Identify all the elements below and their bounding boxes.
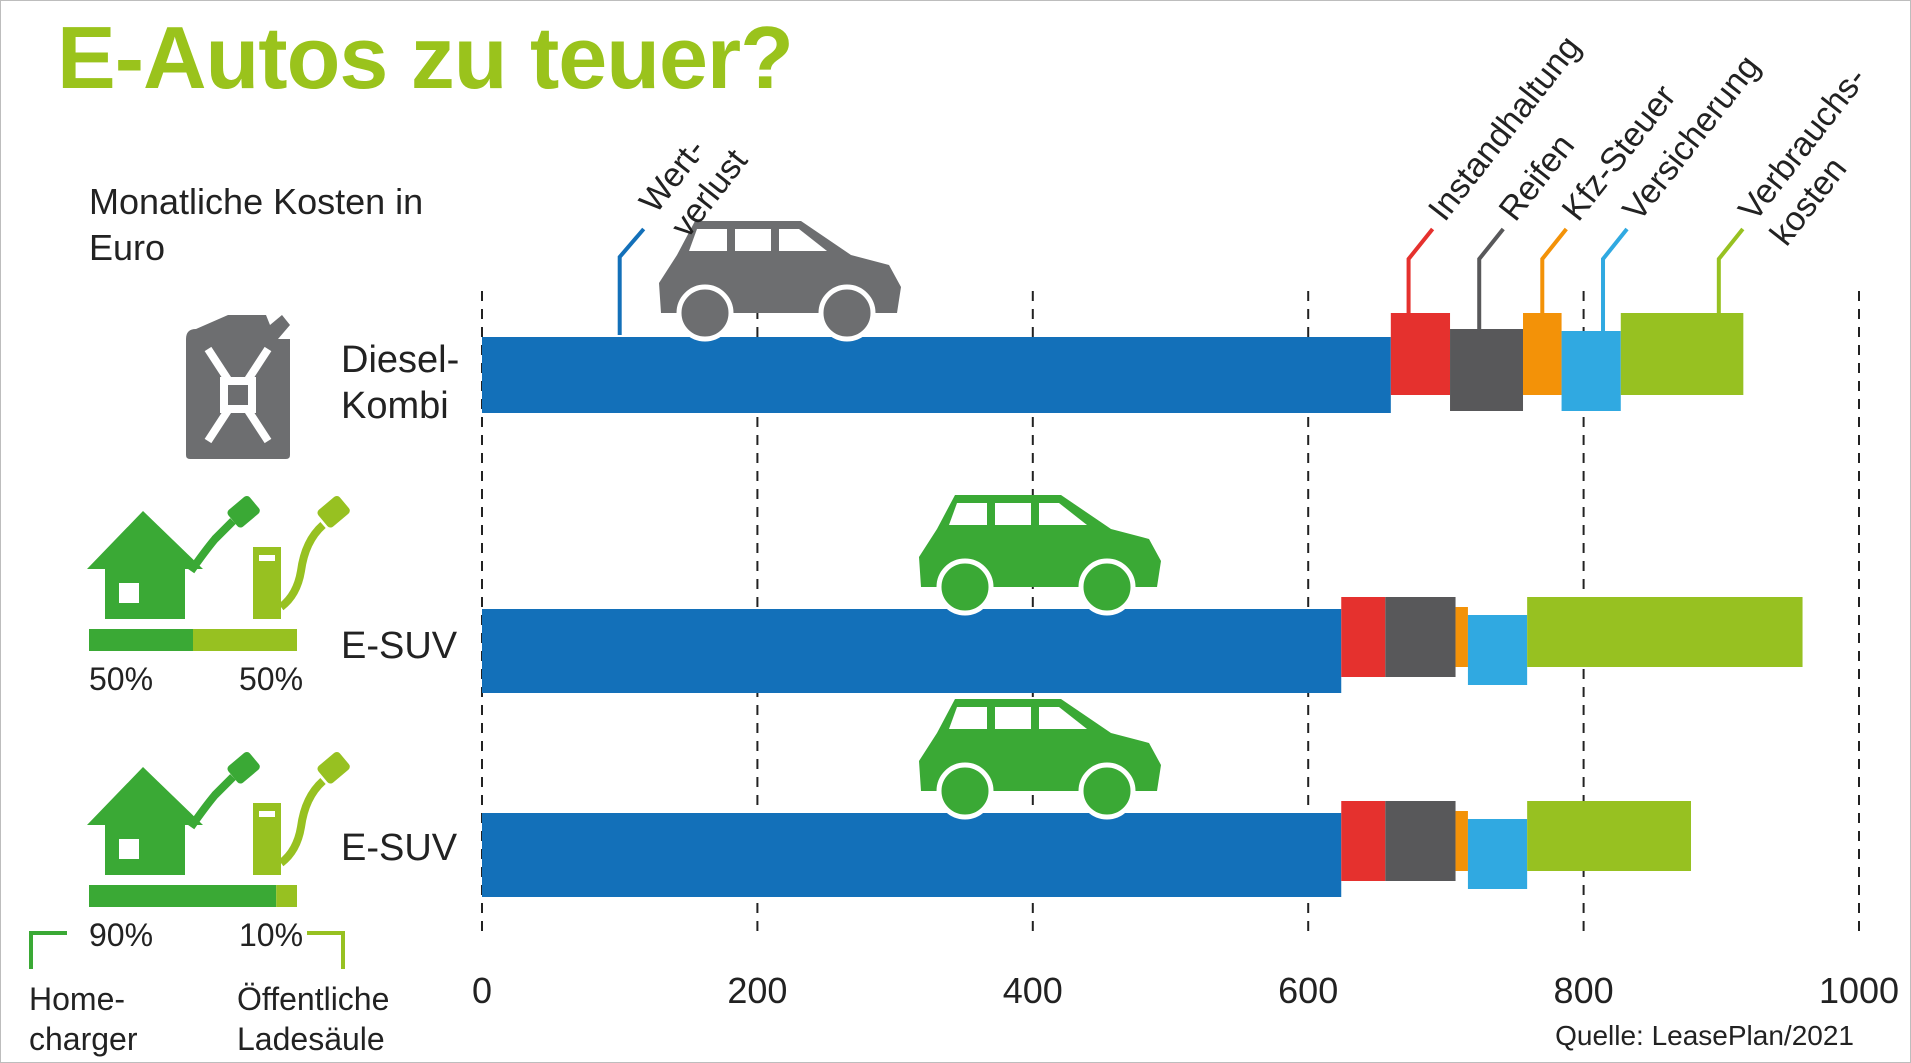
jerrycan-icon [186, 315, 290, 459]
share-bar-1-public [193, 629, 297, 651]
bar-wertverlust-row-3 [482, 813, 1342, 897]
bar-instandhaltung-row-2 [1341, 597, 1386, 677]
legend-public-charger: Öffentliche Ladesäule [237, 981, 390, 1057]
bar-versicherung-row-1 [1561, 331, 1621, 411]
car-icons [659, 221, 1161, 820]
leader-wertverlust [617, 227, 646, 335]
x-tick-0: 0 [472, 970, 492, 1011]
bars [482, 313, 1803, 897]
bar-kfz-steuer-row-3 [1455, 811, 1468, 871]
bar-versicherung-row-3 [1467, 819, 1528, 889]
share-bar-1-home [89, 629, 193, 651]
leader-versicherung [1601, 227, 1629, 331]
share-bar-2-public [276, 885, 297, 907]
bar-verbrauchskosten-row-2 [1527, 597, 1803, 667]
x-tick-200: 200 [727, 970, 787, 1011]
leader-kfz-steuer [1540, 227, 1568, 313]
charging-icon-1 [87, 495, 350, 619]
leader-verbrauchskosten [1716, 227, 1745, 313]
x-tick-1000: 1000 [1819, 970, 1899, 1011]
home-share-text-2: 90% [89, 917, 154, 953]
leader-instandhaltung [1406, 227, 1435, 313]
legend-bracket-home [29, 931, 67, 969]
bar-instandhaltung-row-3 [1341, 801, 1386, 881]
bar-reifen-row-1 [1450, 329, 1524, 411]
row-label-diesel-kombi: Diesel- Kombi [341, 339, 460, 427]
home-share-text-1: 50% [89, 661, 154, 697]
bar-reifen-row-3 [1385, 801, 1456, 881]
x-tick-800: 800 [1554, 970, 1614, 1011]
car-icon-diesel [659, 221, 901, 342]
bar-instandhaltung-row-1 [1390, 313, 1451, 395]
charging-icon-2 [87, 751, 350, 875]
bar-reifen-row-2 [1385, 597, 1456, 677]
leader-reifen [1477, 227, 1505, 329]
legend-home-charger: Home- charger [29, 981, 138, 1057]
car-icon-e-suv-1 [919, 495, 1161, 616]
source-note: Quelle: LeasePlan/2021 [1555, 1020, 1854, 1051]
charging-share-bars [29, 629, 345, 969]
bar-wertverlust-row-1 [482, 337, 1391, 413]
row-label-e-suv-1: E-SUV [341, 625, 458, 667]
public-share-text-2: 10% [239, 917, 304, 953]
chart-subtitle: Monatliche Kosten in Euro [89, 181, 424, 268]
share-bar-2-home [89, 885, 277, 907]
bar-verbrauchskosten-row-1 [1620, 313, 1744, 395]
public-share-text-1: 50% [239, 661, 304, 697]
x-axis-ticks: 0 200 400 600 800 1000 [472, 970, 1899, 1011]
x-tick-400: 400 [1003, 970, 1063, 1011]
row-icons [87, 315, 350, 875]
bar-verbrauchskosten-row-3 [1527, 801, 1692, 871]
bar-kfz-steuer-row-2 [1455, 607, 1468, 667]
car-icon-e-suv-2 [919, 699, 1161, 820]
chart-title: E-Autos zu teuer? [57, 8, 794, 107]
row-label-e-suv-2: E-SUV [341, 827, 458, 869]
bar-versicherung-row-2 [1467, 615, 1528, 685]
label-verbrauchskosten: Verbrauchs-kosten [1731, 60, 1905, 252]
bar-wertverlust-row-2 [482, 609, 1342, 693]
bar-kfz-steuer-row-1 [1523, 313, 1562, 395]
x-tick-600: 600 [1278, 970, 1338, 1011]
legend-bracket-public [307, 931, 345, 969]
